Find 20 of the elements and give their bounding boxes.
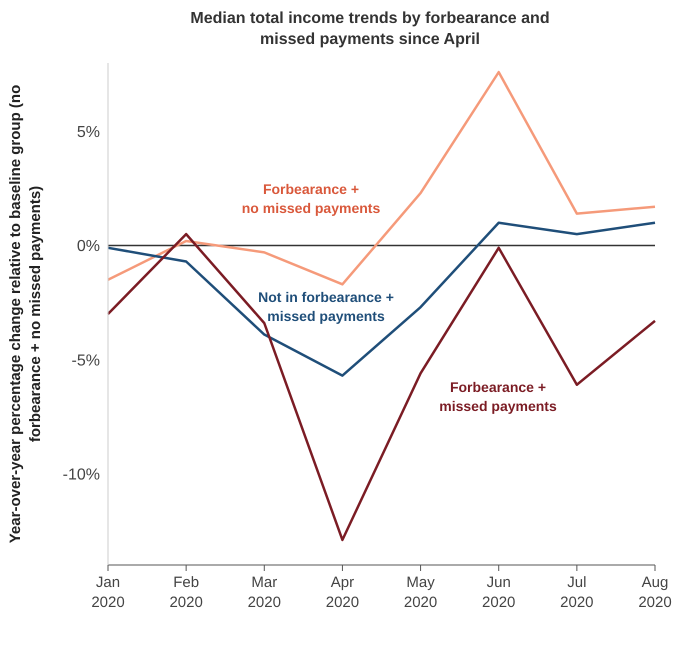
x-tick-label: Feb 2020 [169, 574, 203, 611]
chart-title: Median total income trends by forbearance and missed payments since April [190, 9, 550, 50]
y-tick-label: 0% [76, 238, 100, 256]
y-tick-label: 5% [76, 124, 100, 142]
series-label: Not in forbearance + missed payments [257, 288, 395, 326]
y-tick-label: -5% [72, 352, 100, 370]
series-label: Forbearance + missed payments [438, 378, 558, 416]
x-tick-label: Jul 2020 [560, 574, 594, 611]
x-tick-label: May 2020 [404, 574, 438, 611]
line-series [106, 232, 656, 542]
x-tick-label: Mar 2020 [248, 574, 281, 611]
x-tick-label: Jun 2020 [482, 574, 516, 611]
series-label: Forbearance + no missed payments [240, 180, 382, 218]
y-tick-label: -10% [62, 466, 100, 484]
line-series [106, 221, 656, 377]
x-tick-label: Jan 2020 [91, 574, 125, 611]
x-tick-label: Aug 2020 [638, 574, 672, 611]
y-axis-title: Year-over-year percentage change relative to baseline group (no forbearance + no missed payments) [6, 84, 45, 546]
x-tick-label: Apr 2020 [326, 574, 360, 611]
line-series [106, 70, 656, 286]
